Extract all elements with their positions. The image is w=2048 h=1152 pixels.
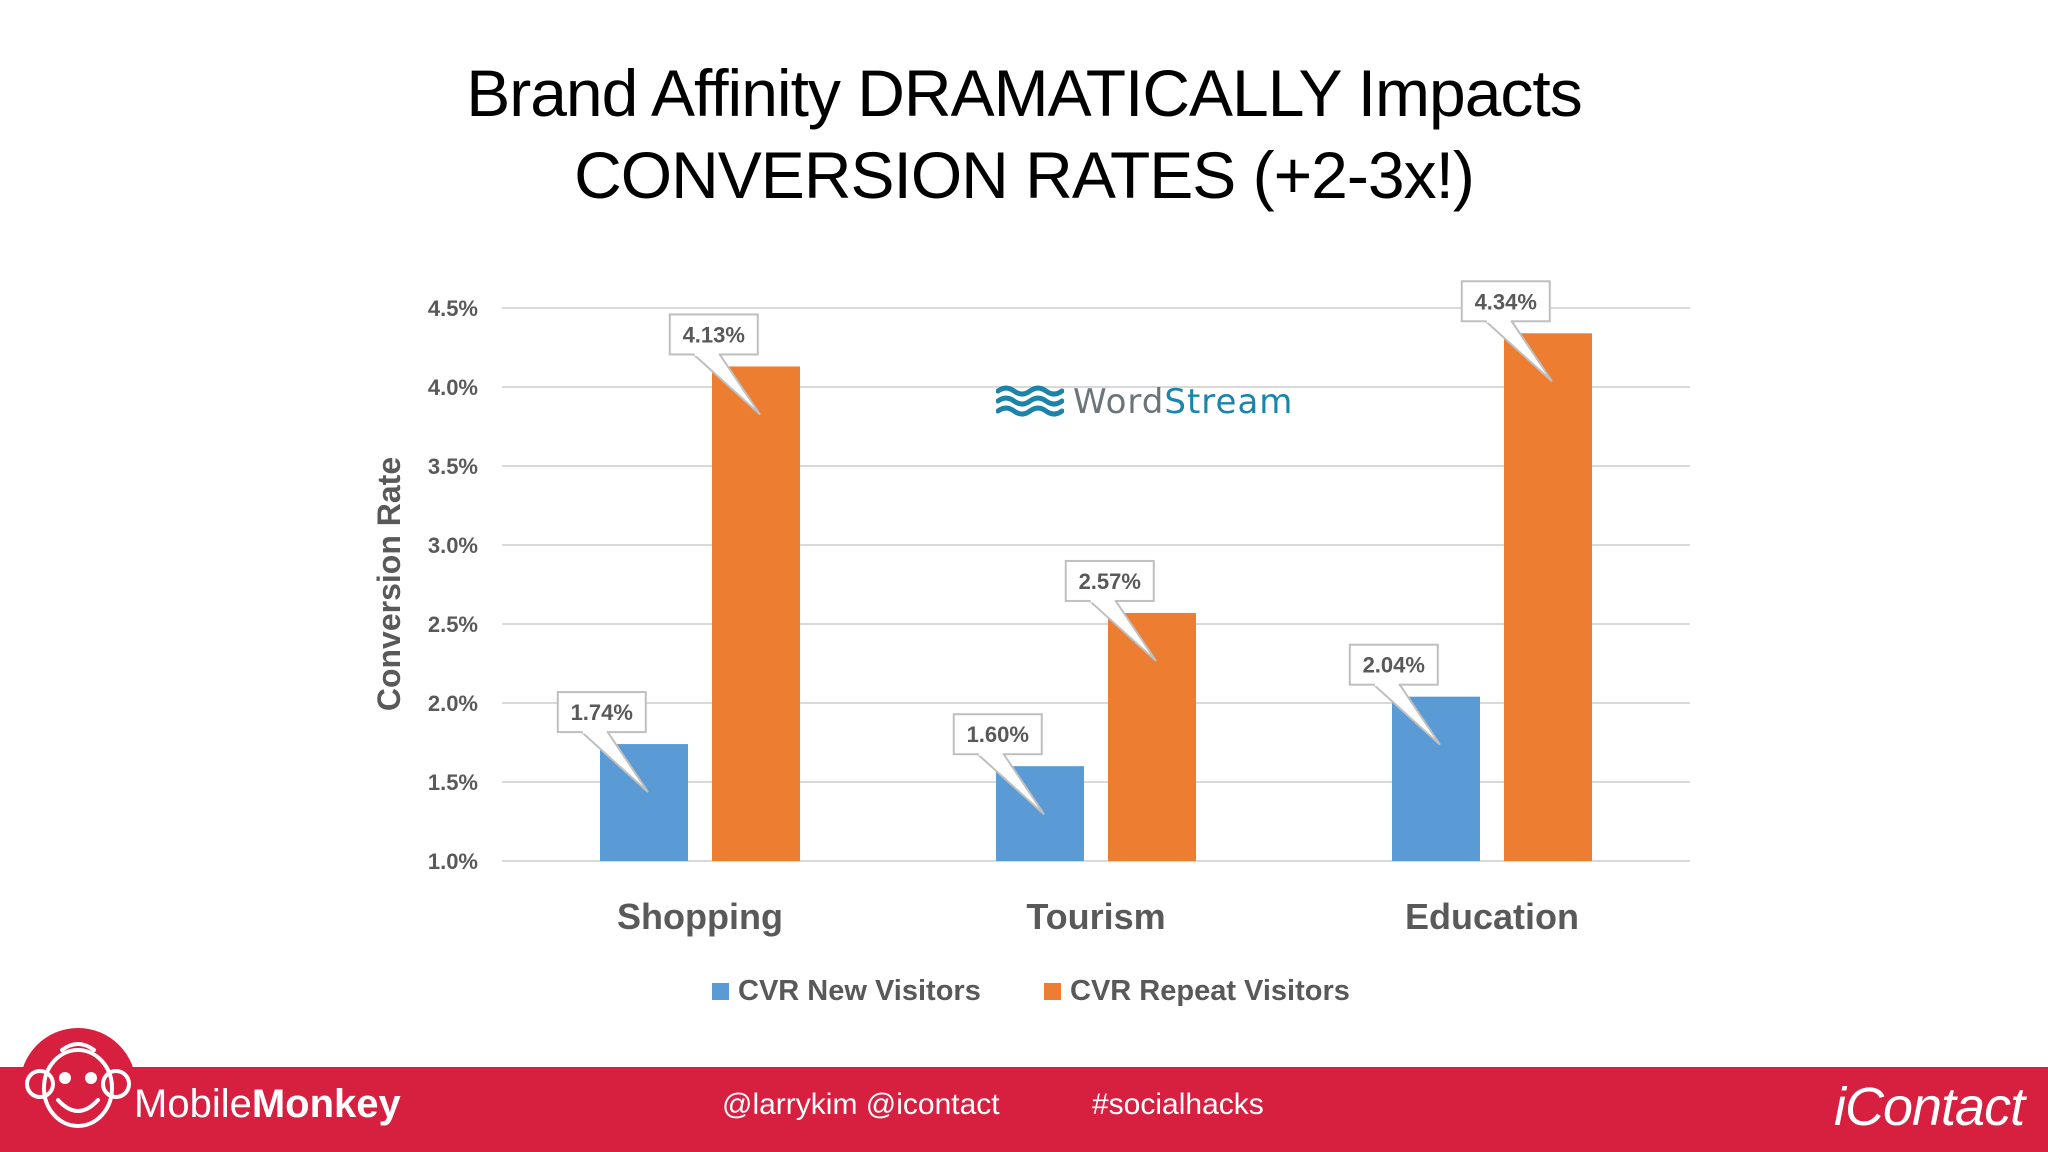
mobilemonkey-logo: MobileMonkey (134, 1082, 401, 1127)
legend-swatch (1044, 983, 1061, 1000)
data-label-box (952, 713, 1043, 756)
y-tick-label: 3.5% (428, 454, 478, 479)
footer-bar (0, 1067, 2048, 1152)
wordstream-logo-word: Word (1073, 382, 1165, 422)
y-axis-label: Conversion Rate (371, 457, 407, 711)
x-tick-label: Tourism (1026, 896, 1165, 937)
icontact-logo: iContact (1834, 1077, 2025, 1137)
y-tick-label: 4.0% (428, 375, 478, 400)
data-label-box (1460, 280, 1551, 323)
y-tick-label: 1.0% (428, 849, 478, 874)
legend-label: CVR Repeat Visitors (1070, 975, 1350, 1007)
y-tick-label: 1.5% (428, 770, 478, 795)
bar (1504, 333, 1592, 861)
x-tick-label: Education (1405, 896, 1579, 937)
data-label: 4.13% (683, 322, 745, 347)
bar (1392, 696, 1480, 861)
mobilemonkey-logo-bold: Monkey (251, 1082, 401, 1126)
bar-chart: 1.0% 1.5% 2.0% 2.5% 3.0% 3.5% 4.0% 4.5% Conversi… (371, 280, 1690, 1007)
monkey-logo-icon (20, 1028, 136, 1144)
data-label-box (1064, 559, 1155, 602)
social-handles: @larrykim @icontact (722, 1088, 1000, 1121)
y-tick-label: 2.0% (428, 691, 478, 716)
x-tick-label: Shopping (617, 896, 783, 937)
mobilemonkey-logo-light: Mobile (134, 1082, 252, 1126)
slide-title-line-1: Brand Affinity DRAMATICALLY Impacts (466, 56, 1583, 130)
data-label: 1.74% (571, 700, 633, 725)
y-tick-label: 3.0% (428, 533, 478, 558)
data-label: 4.34% (1475, 289, 1537, 314)
wordstream-logo-stream: Stream (1164, 382, 1294, 422)
y-tick-label: 4.5% (428, 296, 478, 321)
data-label: 2.57% (1079, 569, 1141, 594)
bar (712, 366, 800, 861)
data-label: 2.04% (1363, 653, 1425, 678)
y-tick-label: 2.5% (428, 612, 478, 637)
hashtag: #socialhacks (1092, 1088, 1264, 1121)
bar (600, 744, 688, 861)
slide-title: Brand Affinity DRAMATICALLY Impacts CONV… (0, 52, 2048, 216)
wave-icon (996, 385, 1064, 417)
data-label: 1.60% (967, 722, 1029, 747)
legend-swatch (712, 983, 729, 1000)
bar (1108, 612, 1196, 861)
slide-title-line-2: CONVERSION RATES (+2-3x!) (574, 138, 1475, 212)
legend-label: CVR New Visitors (738, 975, 981, 1007)
wordstream-logo: WordStream (1073, 382, 1293, 422)
